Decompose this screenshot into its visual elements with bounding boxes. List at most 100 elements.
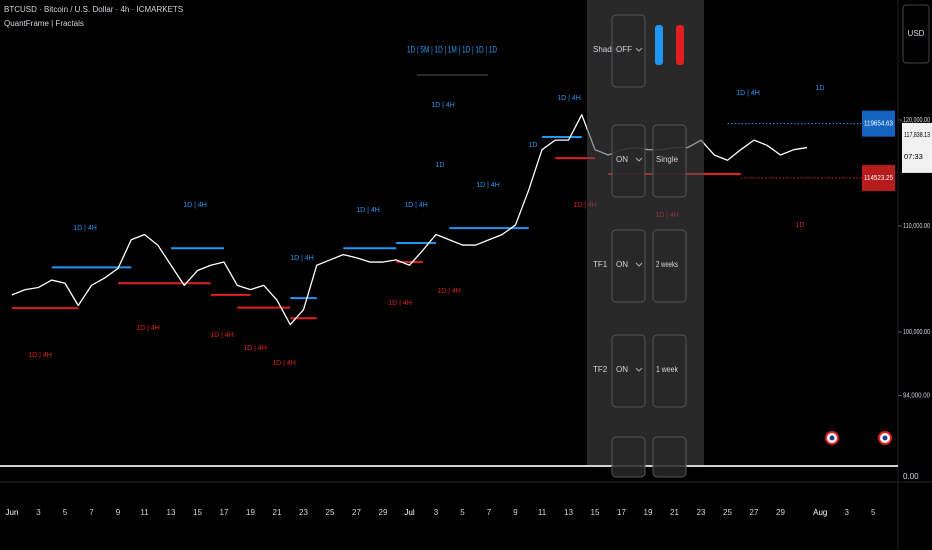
mode-dropdown[interactable] (652, 124, 687, 198)
level-badge (862, 165, 895, 192)
x-tick-label: 23 (299, 508, 308, 517)
last-price-label: 117,838.13 (904, 130, 930, 139)
level-badge (862, 110, 895, 137)
setting-label: TF2 (593, 365, 608, 374)
x-tick-label: 19 (246, 508, 255, 517)
countdown: 07:33 (904, 152, 923, 161)
x-tick-label: Jul (404, 508, 414, 517)
state-dropdown[interactable] (611, 334, 646, 408)
x-tick-label: Jun (6, 508, 19, 517)
x-tick-label: 27 (352, 508, 361, 517)
level-badge-label: 119654.63 (864, 120, 893, 127)
x-tick-label: 3 (36, 508, 41, 517)
x-tick-label: 7 (487, 508, 492, 517)
mode-dropdown[interactable] (652, 229, 687, 303)
dropdown-arrow (635, 262, 643, 267)
fractal-annotation: 1D (816, 85, 825, 92)
x-tick-label: 17 (220, 508, 229, 517)
x-tick-label: 11 (140, 508, 149, 517)
x-tick-label: Aug (813, 508, 827, 517)
y-tick-label: 120,000.00 (903, 115, 930, 124)
x-tick-label: 3 (845, 508, 850, 517)
fractal-annotation: 1D | 4H (404, 202, 428, 209)
color-swatch[interactable] (655, 25, 663, 65)
x-tick-label: 15 (591, 508, 600, 517)
x-tick-label: 29 (379, 508, 388, 517)
x-tick-label: 13 (167, 508, 176, 517)
fractal-annotation: 1D | 4H (388, 300, 412, 307)
mode-value: 1 week (656, 365, 679, 374)
fractal-annotation: 1D | 4H (272, 360, 296, 367)
state-value: OFF (616, 45, 632, 54)
fractal-annotation: 1D | 4H (573, 202, 597, 209)
color-swatch[interactable] (676, 25, 684, 65)
fractal-annotation: 1D | 4H (356, 207, 380, 214)
state-value: ON (616, 155, 628, 164)
x-tick-label: 21 (670, 508, 679, 517)
plot: 120,000.00 110,000.00 100,000.00 94,000.00 J… (6, 85, 932, 517)
x-tick-label: 9 (513, 508, 518, 517)
x-tick-label: 25 (326, 508, 335, 517)
x-tick-label: 5 (63, 508, 68, 517)
y-tick-label: 110,000.00 (903, 221, 930, 230)
event-icon-dot (829, 435, 835, 441)
currency-label: USD (908, 29, 925, 38)
fractal-annotation: 1D | 4H (183, 202, 207, 209)
fractal-annotation: 1D | 4H (431, 102, 455, 109)
fractal-annotation: 1D | 4H (28, 352, 52, 359)
x-tick-label: 13 (564, 508, 573, 517)
x-tick-label: 25 (723, 508, 732, 517)
x-tick-label: 3 (434, 508, 439, 517)
dropdown-arrow (635, 367, 643, 372)
fractal-annotation: 1D | 4H (557, 95, 581, 102)
x-tick-label: 21 (273, 508, 282, 517)
state-dropdown[interactable] (611, 14, 646, 88)
fractal-annotation: 1D | 4H (736, 90, 760, 97)
state-dropdown[interactable] (611, 436, 646, 478)
last-price-badge (902, 122, 932, 173)
fractal-annotation: 1D | 4H (437, 288, 461, 295)
mode-dropdown[interactable] (652, 436, 687, 478)
x-tick-label: 5 (460, 508, 465, 517)
currency-button[interactable] (902, 4, 930, 64)
x-tick-label: 29 (776, 508, 785, 517)
dropdown-arrow (635, 157, 643, 162)
x-tick-label: 5 (871, 508, 876, 517)
state-value: ON (616, 260, 628, 269)
y-tick-label: 94,000.00 (903, 391, 930, 400)
indicator-title: QuantFrame | Fractals (4, 19, 84, 28)
event-icon-dot (882, 435, 888, 441)
dropdown-arrow (635, 47, 643, 52)
setting-label: TF1 (593, 260, 608, 269)
fractal-annotation: 1D | 4H (73, 225, 97, 232)
symbol-title: BTCUSD · Bitcoin / U.S. Dollar · 4h · IC… (4, 5, 183, 14)
x-tick-label: 19 (644, 508, 653, 517)
x-tick-label: 27 (750, 508, 759, 517)
setting-label: Shades (593, 45, 620, 54)
fractal-annotation: 1D | 4H (136, 325, 160, 332)
mode-dropdown[interactable] (652, 334, 687, 408)
x-tick-label: 9 (116, 508, 121, 517)
fractal-annotation: 1D (436, 162, 445, 169)
x-tick-label: 15 (193, 508, 202, 517)
state-value: ON (616, 365, 628, 374)
x-tick-label: 23 (697, 508, 706, 517)
state-dropdown[interactable] (611, 124, 646, 198)
x-tick-label: 7 (89, 508, 94, 517)
lower-pane-value: 0.00 (903, 472, 919, 481)
state-dropdown[interactable] (611, 229, 646, 303)
fractal-annotation: 1D | 4H (476, 182, 500, 189)
x-tick-label: 11 (538, 508, 547, 517)
x-tick-label: 17 (617, 508, 626, 517)
timeframe-legend: 1D | 5M | 1D | 1M | 1D | 1D | 1D (407, 44, 497, 54)
fractal-annotation: 1D (796, 222, 805, 229)
level-badge-label: 114523.25 (864, 175, 893, 182)
mode-value: Single (656, 155, 679, 164)
fractal-annotation: 1D | 4H (290, 255, 314, 262)
mode-value: 2 weeks (656, 260, 678, 269)
fractal-annotation: 1D | 4H (210, 332, 234, 339)
fractal-annotation: 1D (529, 142, 538, 149)
